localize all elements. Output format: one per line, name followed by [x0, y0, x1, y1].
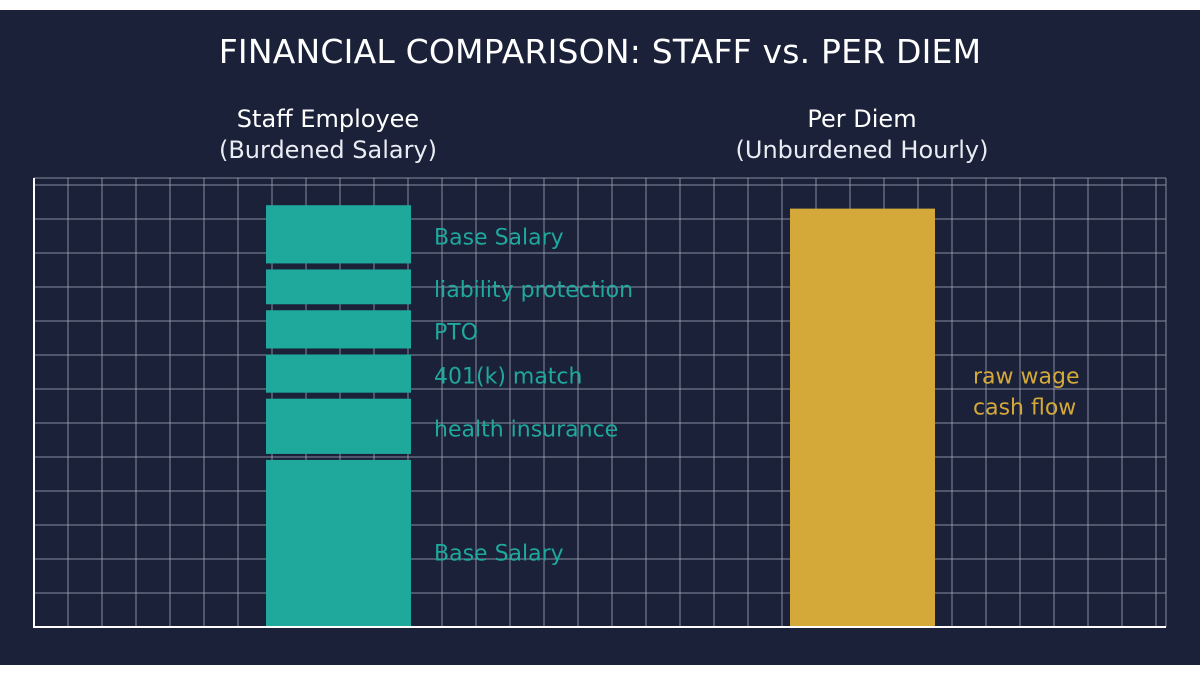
staff-segment-bar	[266, 310, 411, 349]
per-diem-bar	[790, 208, 935, 627]
staff-segment-label: 401(k) match	[434, 365, 582, 390]
segment-label-line: raw wage	[973, 365, 1080, 390]
staff-segment-bar	[266, 398, 411, 454]
segment-label-line: health insurance	[434, 417, 618, 442]
segment-label-line: cash flow	[973, 396, 1076, 421]
per-diem-column-header: Per Diem (Unburdened Hourly)	[662, 104, 1062, 166]
segment-label-line: Base Salary	[434, 541, 564, 566]
per-diem-column-subtitle: (Unburdened Hourly)	[735, 136, 989, 164]
staff-segment-label: Base Salary	[434, 541, 564, 566]
staff-column-title: Staff Employee	[236, 105, 420, 133]
axes	[33, 178, 1166, 628]
segment-label-line: 401(k) match	[434, 365, 582, 390]
chart-background	[0, 10, 1200, 665]
segment-label-line: PTO	[434, 320, 478, 345]
staff-segment-label: Base Salary	[434, 225, 564, 250]
bars	[266, 205, 935, 627]
segment-label-line: Base Salary	[434, 225, 564, 250]
segment-labels: Base Salary health insurance 401(k) match P…	[434, 225, 1080, 566]
chart-title: FINANCIAL COMPARISON: STAFF vs. PER DIEM	[218, 32, 982, 71]
staff-segment-bar	[266, 205, 411, 264]
staff-column-header: Staff Employee (Burdened Salary)	[128, 104, 528, 166]
staff-segment-label: liability protection	[434, 278, 633, 303]
staff-segment-bar	[266, 459, 411, 627]
staff-segment-label: PTO	[434, 320, 478, 345]
segment-label-line: liability protection	[434, 278, 633, 303]
staff-segment-bar	[266, 354, 411, 393]
staff-column-subtitle: (Burdened Salary)	[218, 136, 438, 164]
per-diem-column-title: Per Diem	[807, 105, 917, 133]
staff-segment-label: health insurance	[434, 417, 618, 442]
per-diem-segment-label: raw wage cash flow	[973, 365, 1080, 421]
staff-segment-bar	[266, 269, 411, 305]
